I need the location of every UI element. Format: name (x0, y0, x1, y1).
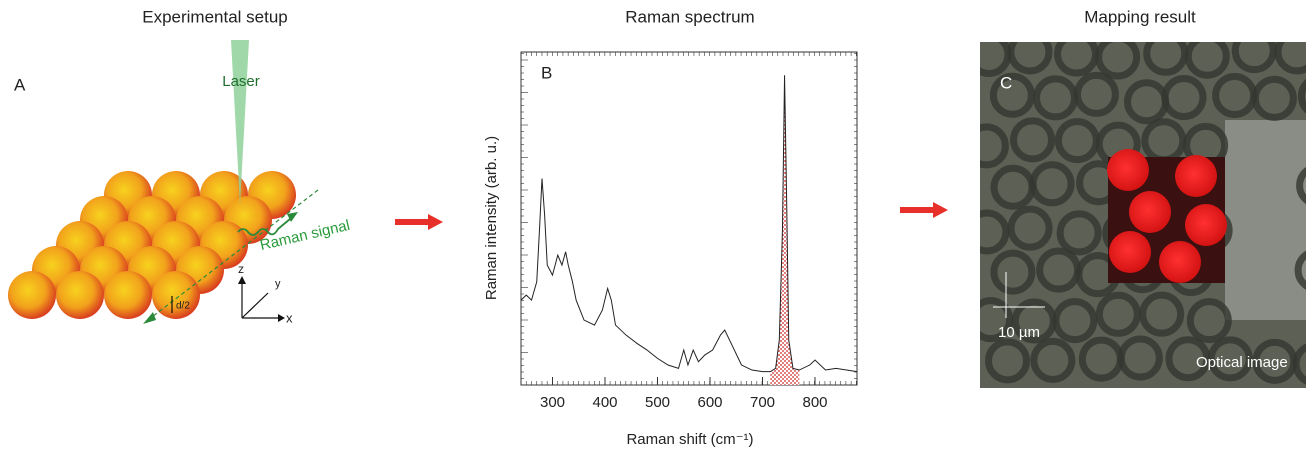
red-grain (1185, 204, 1227, 246)
grain (989, 72, 1035, 118)
optical-image (980, 42, 1306, 388)
grain (1297, 78, 1306, 114)
arrow-head (287, 212, 298, 222)
sphere (104, 271, 152, 319)
grain (980, 209, 1010, 255)
x-axis-label: Raman shift (cm⁻¹) (626, 431, 753, 448)
sphere (56, 271, 104, 319)
grain (1184, 42, 1230, 79)
raman-wave (237, 218, 291, 236)
x-tick-label: 500 (645, 394, 670, 411)
scale-bar-label: 10 µm (998, 324, 1040, 341)
sphere (8, 271, 56, 319)
x-tick-label: 600 (697, 394, 722, 411)
grain (1251, 75, 1297, 121)
panel-title: Experimental setup (142, 7, 288, 26)
plot-frame (520, 51, 858, 386)
spectrum-line (520, 75, 858, 373)
sphere (152, 271, 200, 319)
grain (1207, 336, 1253, 382)
grain (1029, 161, 1075, 207)
chart-title: Raman spectrum (625, 7, 754, 26)
grain (980, 123, 1009, 169)
grain (1292, 343, 1306, 385)
panel-title: Mapping result (1084, 7, 1196, 26)
red-grain (1159, 241, 1201, 283)
grain (1010, 117, 1056, 163)
grain (1095, 291, 1141, 337)
grain (1073, 71, 1119, 117)
red-grain (1129, 191, 1171, 233)
grain (1165, 336, 1211, 382)
image-label: Optical image (1196, 354, 1288, 371)
grain (1056, 210, 1102, 256)
red-grain (1107, 149, 1149, 191)
axis-line (147, 189, 319, 321)
x-tick-label: 400 (592, 394, 617, 411)
grain (985, 338, 1031, 384)
grain (980, 297, 1014, 343)
panel-label: C (1000, 73, 1012, 92)
grain (1117, 335, 1163, 381)
flow-arrow (900, 202, 948, 218)
grain (1186, 298, 1232, 344)
grain (1231, 42, 1277, 74)
x-tick-label: 300 (540, 394, 565, 411)
grain (1007, 42, 1053, 75)
axis-label: z (238, 262, 244, 276)
grain (1296, 166, 1306, 205)
axis-label: x (286, 310, 293, 325)
flow-arrow (395, 214, 443, 230)
coordinate-axes (171, 282, 278, 319)
grain (1294, 250, 1306, 290)
red-grain (1109, 231, 1151, 273)
grain (1139, 291, 1185, 337)
grain (990, 249, 1036, 295)
arrow-head (238, 276, 246, 284)
grain (1274, 42, 1306, 75)
axis-label: y (275, 278, 281, 290)
grain (1143, 42, 1189, 76)
grain (1030, 337, 1076, 383)
panel-label: A (14, 75, 26, 94)
grain (1095, 42, 1141, 80)
arrow-head (278, 314, 285, 322)
x-tick-label: 800 (802, 394, 827, 411)
grain (1052, 298, 1098, 344)
peak-area (770, 75, 800, 385)
grain (1161, 75, 1207, 121)
sphere-array (8, 171, 296, 319)
y-axis-label: Raman intensity (arb. u.) (483, 136, 500, 300)
grain (1007, 205, 1053, 251)
spectrum: 300 400 500 600 700 800 (520, 52, 858, 411)
red-grain (1175, 155, 1217, 197)
panel-label: B (541, 63, 552, 82)
laser-beam (231, 40, 249, 205)
laser-label: Laser (222, 73, 260, 90)
scale-bar (993, 272, 1045, 318)
arrow-head (143, 312, 156, 324)
x-tick-label: 700 (750, 394, 775, 411)
raman-signal-label: Raman signal (258, 217, 351, 254)
spacing-label: d/2 (176, 301, 190, 312)
